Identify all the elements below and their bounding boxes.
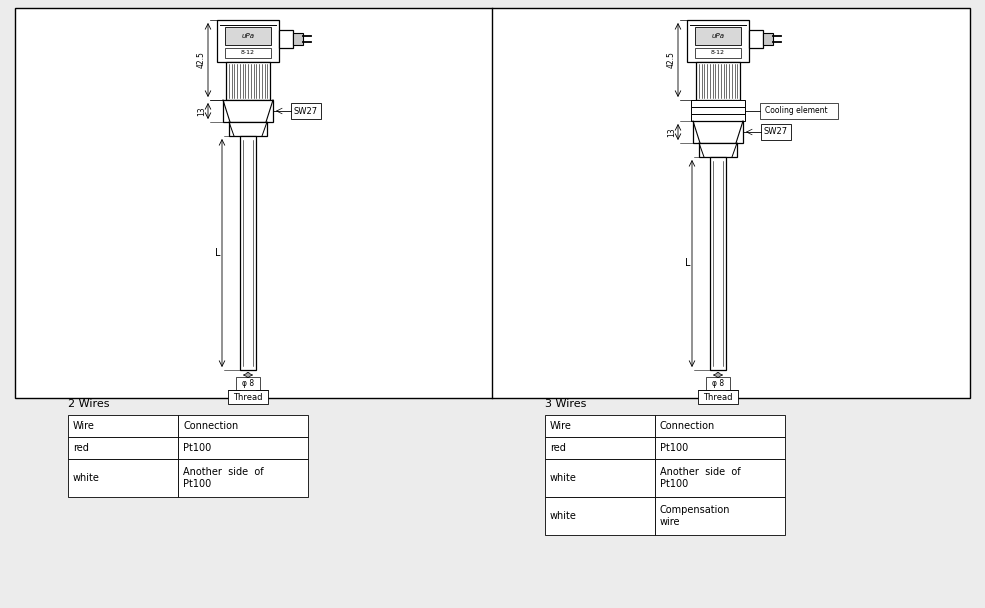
Bar [655, 415, 785, 437]
Bar [226, 62, 270, 100]
Bar [696, 62, 740, 100]
Bar [655, 437, 785, 459]
Bar [236, 377, 260, 390]
Text: Pt100: Pt100 [660, 443, 689, 453]
Bar [229, 122, 267, 136]
Bar [695, 48, 741, 58]
Text: 8-12: 8-12 [711, 50, 725, 55]
Bar [760, 103, 838, 119]
Text: Cooling element: Cooling element [765, 106, 827, 115]
Bar [225, 27, 271, 45]
Bar [691, 114, 745, 121]
Bar [545, 497, 655, 535]
Text: φ 8: φ 8 [242, 379, 254, 388]
Text: 42.5: 42.5 [667, 52, 676, 69]
Text: Pt100: Pt100 [183, 479, 211, 489]
Bar [691, 107, 745, 114]
Text: L: L [215, 248, 220, 258]
Bar [749, 30, 763, 48]
Bar [687, 20, 749, 62]
Bar [178, 437, 308, 459]
Bar [545, 437, 655, 459]
Text: Pt100: Pt100 [183, 443, 211, 453]
Text: Thread: Thread [233, 393, 263, 401]
Text: white: white [73, 473, 99, 483]
Bar [763, 33, 773, 45]
Bar [655, 497, 785, 535]
Bar [655, 459, 785, 497]
Bar [695, 27, 741, 45]
Bar [293, 33, 303, 45]
Bar [691, 100, 745, 107]
Bar [545, 459, 655, 497]
Text: SW27: SW27 [294, 106, 318, 116]
Text: Another  side  of: Another side of [660, 467, 741, 477]
Text: 13: 13 [667, 127, 676, 137]
Bar [228, 390, 268, 404]
Text: red: red [550, 443, 565, 453]
Bar [68, 459, 178, 497]
Text: 2 Wires: 2 Wires [68, 399, 109, 409]
Bar [706, 377, 730, 390]
Text: L: L [685, 258, 690, 269]
Text: white: white [550, 511, 577, 521]
Bar [178, 415, 308, 437]
Bar [178, 459, 308, 497]
Bar [710, 157, 726, 370]
Text: 42.5: 42.5 [197, 52, 206, 69]
Bar [68, 415, 178, 437]
Bar [699, 143, 737, 157]
Bar [68, 437, 178, 459]
Text: Wire: Wire [550, 421, 572, 431]
Bar [693, 121, 743, 143]
Bar [761, 124, 791, 140]
Text: Wire: Wire [73, 421, 95, 431]
Text: Compensation: Compensation [660, 505, 731, 514]
Bar [698, 390, 738, 404]
Text: Connection: Connection [660, 421, 715, 431]
Bar [15, 8, 970, 398]
Bar [240, 136, 256, 370]
Bar [279, 30, 293, 48]
Bar [545, 415, 655, 437]
Bar [291, 103, 321, 119]
Text: uPa: uPa [711, 33, 725, 39]
Text: φ 8: φ 8 [712, 379, 724, 388]
Text: 13: 13 [197, 106, 206, 116]
Text: 8-12: 8-12 [241, 50, 255, 55]
Text: Connection: Connection [183, 421, 238, 431]
Bar [217, 20, 279, 62]
Text: Another  side  of: Another side of [183, 467, 264, 477]
Text: SW27: SW27 [764, 128, 788, 137]
Text: white: white [550, 473, 577, 483]
Text: wire: wire [660, 517, 681, 527]
Bar [225, 48, 271, 58]
Text: Pt100: Pt100 [660, 479, 689, 489]
Bar [223, 100, 273, 122]
Text: Thread: Thread [703, 393, 733, 401]
Text: red: red [73, 443, 89, 453]
Text: 3 Wires: 3 Wires [545, 399, 586, 409]
Text: uPa: uPa [241, 33, 254, 39]
